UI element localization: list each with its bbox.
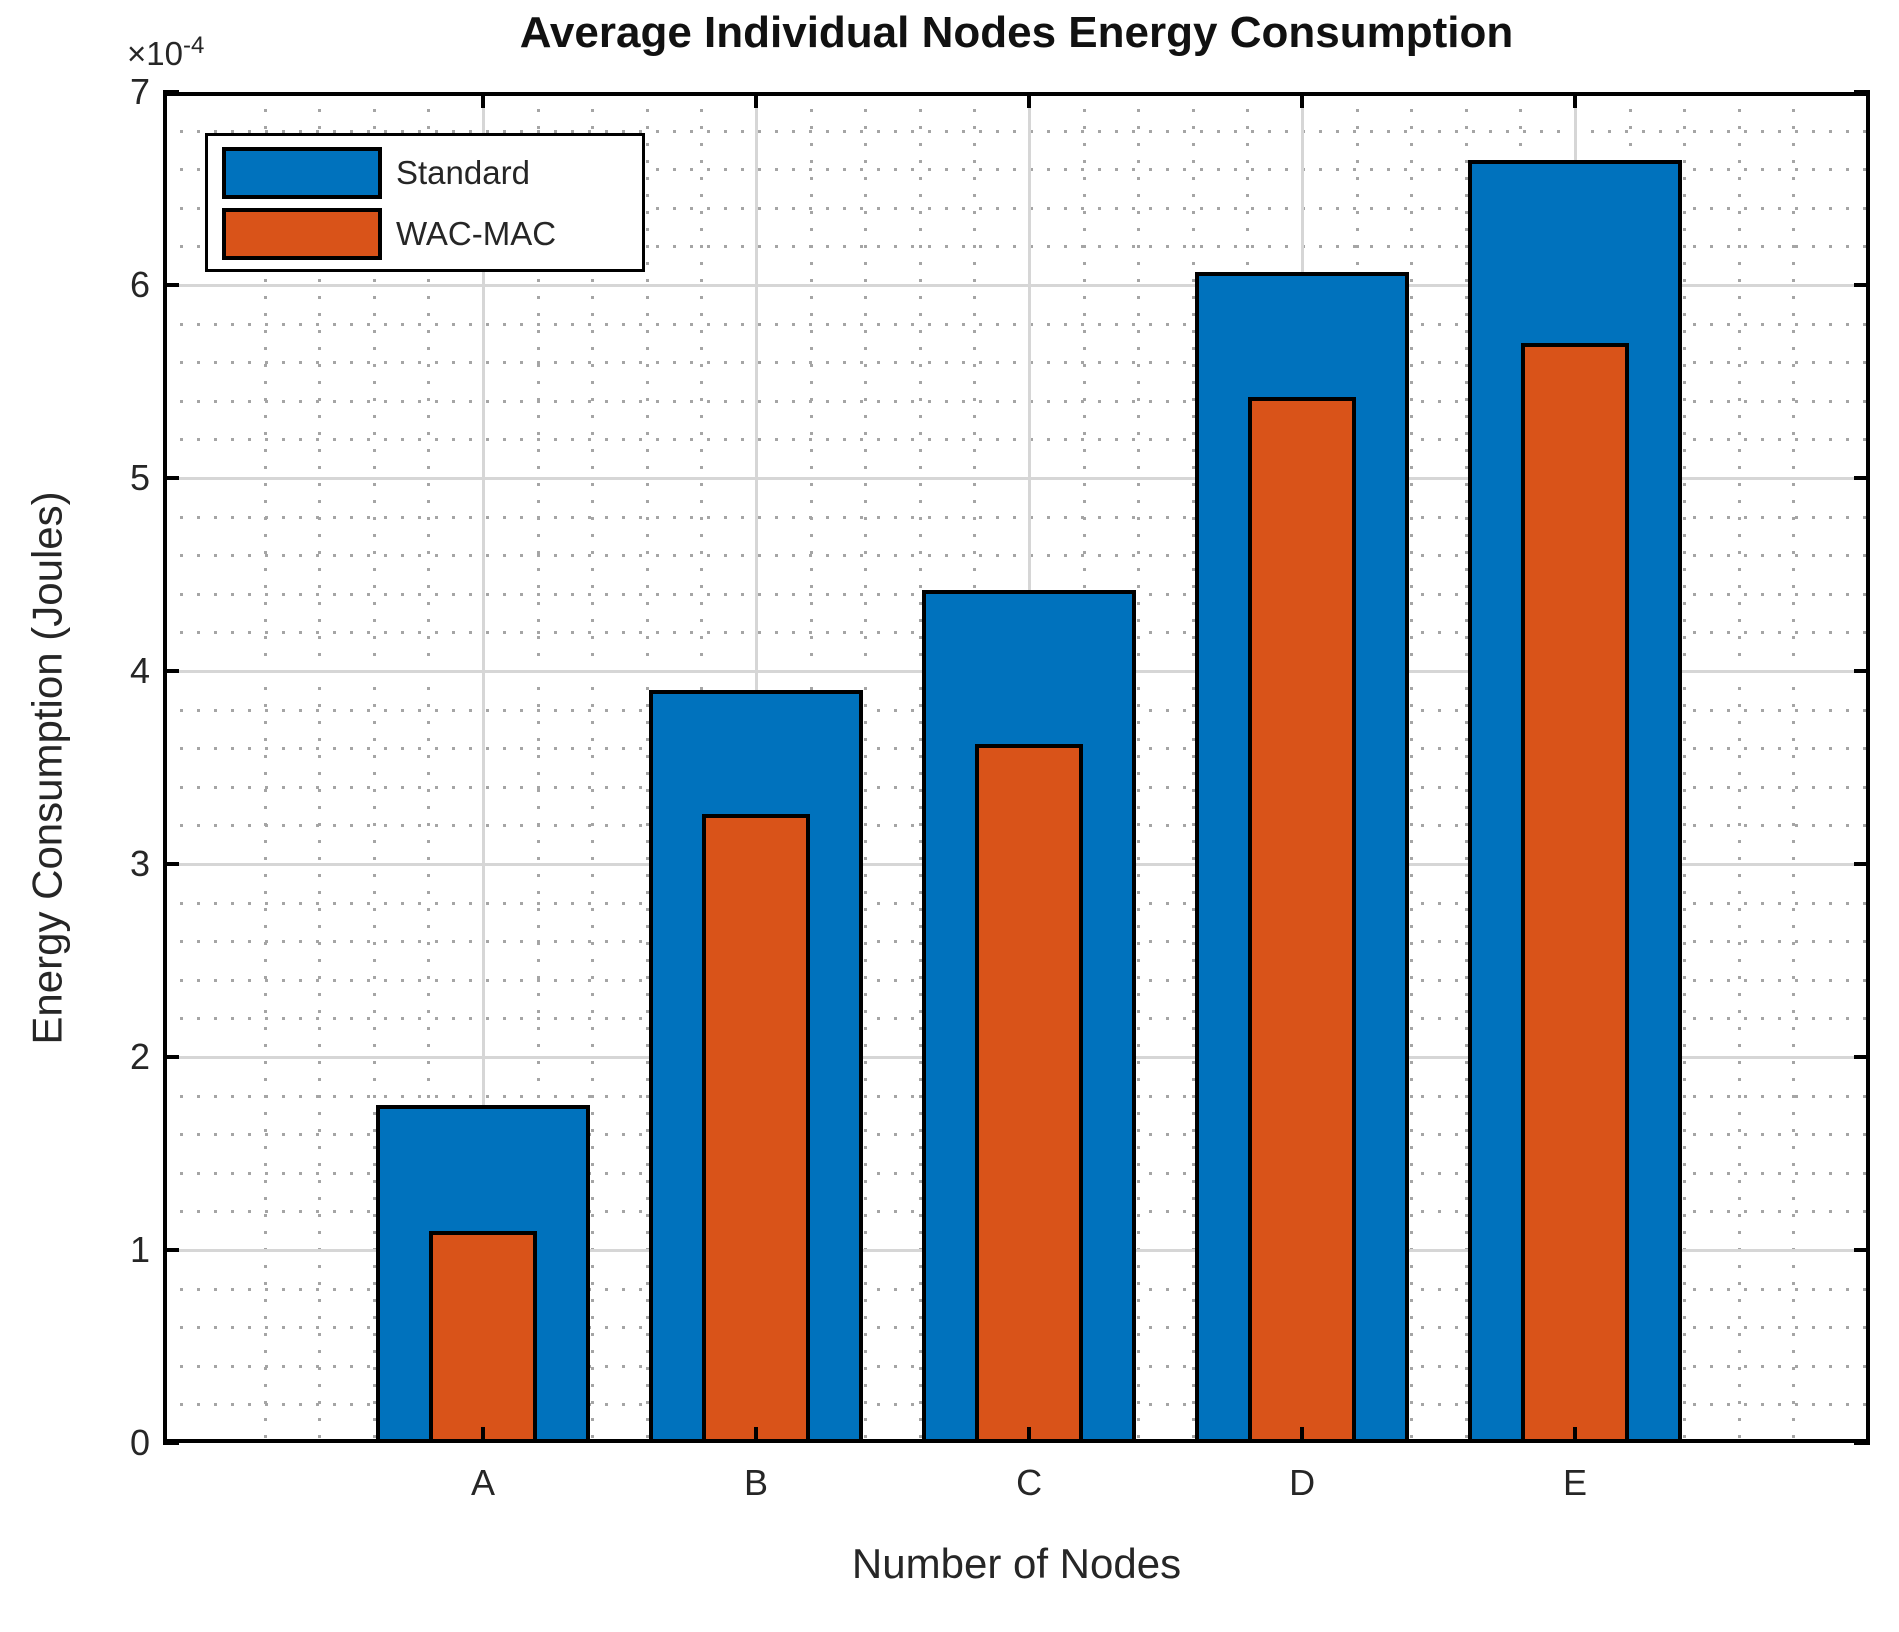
- x-tick-label-D: D: [1289, 1462, 1316, 1503]
- y-tick-mark-left: [163, 475, 179, 480]
- x-tick-label-C: C: [1016, 1462, 1043, 1503]
- y-tick-mark-right: [1854, 669, 1870, 673]
- x-tick-mark-bottom: [481, 1427, 486, 1443]
- bar-wac-mac-D: [1248, 396, 1357, 1443]
- legend: Standard WAC-MAC: [205, 133, 645, 272]
- minor-gridline-vertical: [263, 92, 267, 1443]
- minor-gridline-vertical: [1191, 92, 1195, 1443]
- bar-wac-mac-E: [1521, 342, 1630, 1443]
- y-tick-mark-right: [1854, 475, 1870, 480]
- major-gridline-vertical: [482, 92, 486, 1443]
- bar-wac-mac-A: [429, 1230, 538, 1443]
- y-tick-mark-right: [1854, 90, 1870, 94]
- y-tick-mark-right: [1854, 1441, 1870, 1445]
- y-tick-label: 2: [129, 1036, 150, 1077]
- legend-entry-standard: Standard: [222, 147, 530, 199]
- x-tick-mark-bottom: [1573, 1427, 1578, 1443]
- x-tick-mark-top: [481, 92, 486, 108]
- x-tick-label-B: B: [744, 1462, 769, 1503]
- minor-gridline-vertical: [536, 92, 540, 1443]
- y-tick-label: 1: [129, 1229, 150, 1270]
- major-gridline-horizontal: [163, 476, 1870, 480]
- chart-title: Average Individual Nodes Energy Consumpt…: [519, 8, 1514, 57]
- legend-swatch-wacmac: [222, 208, 382, 260]
- minor-gridline-vertical: [318, 92, 322, 1443]
- minor-gridline-vertical: [1737, 92, 1741, 1443]
- x-tick-label-A: A: [471, 1462, 496, 1503]
- y-tick-mark-left: [163, 861, 179, 866]
- minor-gridline-vertical: [591, 92, 595, 1443]
- minor-gridline-vertical: [1683, 92, 1687, 1443]
- legend-entry-wacmac: WAC-MAC: [222, 208, 556, 260]
- minor-gridline-vertical: [864, 92, 868, 1443]
- minor-gridline-horizontal: [163, 515, 1870, 519]
- y-tick-mark-left: [163, 282, 179, 287]
- minor-gridline-vertical: [427, 92, 431, 1443]
- y-tick-mark-right: [1854, 861, 1870, 866]
- y-tick-mark-left: [163, 669, 179, 673]
- x-tick-mark-bottom: [1027, 1427, 1032, 1443]
- minor-gridline-horizontal: [163, 438, 1870, 442]
- y-tick-mark-right: [1854, 1248, 1870, 1252]
- y-axis-offset-exponent: -4: [182, 32, 205, 59]
- x-tick-label-E: E: [1563, 1462, 1588, 1503]
- minor-gridline-vertical: [372, 92, 376, 1443]
- minor-gridline-horizontal: [163, 322, 1870, 326]
- minor-gridline-vertical: [645, 92, 649, 1443]
- y-tick-mark-left: [163, 1441, 179, 1445]
- minor-gridline-horizontal: [163, 245, 1870, 249]
- x-tick-mark-top: [1027, 92, 1032, 108]
- x-tick-mark-top: [754, 92, 759, 108]
- x-tick-mark-bottom: [1300, 1427, 1305, 1443]
- y-tick-label: 3: [129, 843, 150, 884]
- minor-gridline-vertical: [1464, 92, 1468, 1443]
- plot-area: [163, 90, 1870, 1445]
- y-tick-label: 4: [129, 650, 150, 691]
- y-axis-offset-base: ×10: [127, 35, 183, 72]
- minor-gridline-vertical: [918, 92, 922, 1443]
- y-tick-mark-right: [1854, 282, 1870, 287]
- y-tick-label: 5: [129, 457, 150, 498]
- y-axis-offset-label: ×10-4: [127, 32, 204, 73]
- y-tick-label: 6: [129, 264, 150, 305]
- minor-gridline-horizontal: [163, 129, 1870, 133]
- minor-gridline-horizontal: [163, 361, 1870, 365]
- y-tick-label: 7: [129, 71, 150, 112]
- legend-label-standard: Standard: [396, 154, 530, 191]
- minor-gridline-horizontal: [163, 554, 1870, 558]
- y-tick-mark-right: [1854, 1055, 1870, 1059]
- legend-swatch-standard: [222, 147, 382, 199]
- y-axis-label-container: Energy Consumption (Joules): [0, 92, 96, 1443]
- minor-gridline-horizontal: [163, 168, 1870, 172]
- y-tick-label: 0: [129, 1422, 150, 1463]
- x-tick-mark-top: [1300, 92, 1305, 108]
- minor-gridline-horizontal: [163, 399, 1870, 403]
- legend-label-wacmac: WAC-MAC: [396, 215, 557, 252]
- x-axis-label: Number of Nodes: [851, 1540, 1182, 1587]
- bar-wac-mac-B: [702, 813, 811, 1443]
- minor-gridline-vertical: [1137, 92, 1141, 1443]
- y-axis-label: Energy Consumption (Joules): [24, 490, 72, 1045]
- y-tick-mark-left: [163, 1055, 179, 1059]
- bar-wac-mac-C: [975, 744, 1084, 1443]
- minor-gridline-horizontal: [163, 206, 1870, 210]
- y-tick-mark-left: [163, 1248, 179, 1252]
- minor-gridline-vertical: [1410, 92, 1414, 1443]
- x-tick-mark-top: [1573, 92, 1578, 108]
- x-tick-mark-bottom: [754, 1427, 759, 1443]
- major-gridline-horizontal: [163, 283, 1870, 287]
- y-tick-mark-left: [163, 90, 179, 94]
- minor-gridline-vertical: [1792, 92, 1796, 1443]
